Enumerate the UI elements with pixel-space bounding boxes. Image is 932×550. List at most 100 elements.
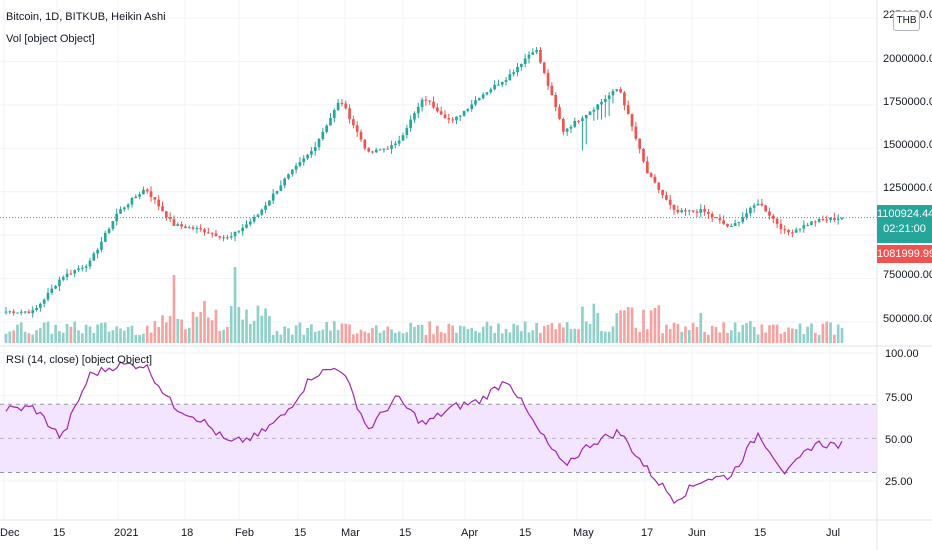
candle-body [413,113,416,120]
price-tick-label: 750000.00 [883,269,932,281]
candle-body [760,203,764,206]
volume-bar [432,334,435,343]
candle-body [821,219,825,221]
candle-body [409,119,412,129]
candle-body [206,232,210,234]
volume-bar [672,322,676,343]
candle-body [695,211,699,213]
candle-body [584,114,588,119]
volume-bar [58,331,61,343]
volume-bar [451,325,454,343]
volume-bar [584,321,588,343]
volume-bar [485,321,489,343]
candle-body [382,148,386,150]
candle-body [84,266,88,268]
candle-body [661,189,664,196]
volume-bar [203,301,206,343]
volume-bar [752,326,756,343]
price-scale[interactable]: 2250000.00 2000000.00 1750000.00 1500000… [883,9,932,325]
volume-bar [348,324,351,343]
volume-bar [187,327,191,343]
volume-bar [634,327,638,343]
candle-body [420,99,424,107]
candle-body [184,226,187,229]
volume-bar [310,324,313,343]
volume-bar [332,321,336,343]
volume-bar [592,303,596,343]
candle-body [390,145,393,149]
candle-body [424,99,428,101]
volume-bar [382,330,386,343]
volume-bar [88,326,92,343]
volume-bar [12,330,15,343]
candle-body [722,220,725,224]
candle-body [771,215,775,219]
candle-body [588,111,592,115]
volume-bar [527,332,531,343]
candle-body [321,131,325,139]
volume-bar [573,328,577,343]
volume-bar [458,325,462,343]
price-tick-label: 500000.00 [883,313,932,325]
candle-body [672,204,676,210]
rsi-tick-label: 50.00 [885,434,913,446]
volume-legend[interactable]: Vol [object Object] [6,33,95,45]
candle-body [680,210,684,213]
candle-body [19,311,23,313]
candle-body [65,273,69,278]
candle-body [378,149,382,151]
volume-bar [313,331,317,343]
candle-body [676,209,680,213]
candle-body [50,288,54,293]
volume-bar [191,312,195,343]
candle-body [626,105,630,114]
candle-body [512,72,516,75]
volume-bar [229,306,233,343]
candle-body [119,209,122,214]
volume-bar [470,327,474,343]
time-axis[interactable]: Dec 15 2021 18 Feb 15 Mar 15 Apr 15 May … [0,527,840,539]
candle-body [436,107,439,112]
volume-bar [401,333,405,343]
candle-body [478,98,481,101]
rsi-legend[interactable]: RSI (14, close) [object Object] [6,354,153,366]
candle-body [69,273,73,275]
volume-bar [687,330,691,343]
rsi-scale[interactable]: 100.00 75.00 50.00 25.00 [885,348,919,488]
volume-bar [668,328,672,343]
volume-bar [680,331,684,343]
candle-body [35,307,38,311]
candle-body [508,74,512,81]
candle-body [157,199,161,207]
candle-body [562,118,565,132]
volume-bar [42,322,46,343]
candle-body [592,109,596,112]
candle-body [352,119,355,126]
candle-body [833,217,836,220]
volume-bar [367,332,370,343]
candle-body [4,311,8,313]
volume-bar [489,325,493,343]
candle-body [287,174,290,179]
candle-body [145,189,149,192]
chart-title[interactable]: Bitcoin, 1D, BITKUB, Heikin Ashi [6,11,166,23]
last-price-tag: 1100924.44 02:21:00 [877,205,932,243]
volume-bar [436,325,439,343]
time-tick-label: Jun [688,527,706,539]
candle-body [603,99,607,102]
candle-body [23,311,27,313]
candle-body [199,228,203,230]
volume-bar [523,321,527,343]
currency-badge[interactable]: THB [893,11,920,31]
volume-bar [642,309,645,343]
candle-body [470,104,474,109]
volume-bar [520,331,523,343]
volume-bar [821,323,825,343]
volume-bar [707,334,710,343]
time-tick-label: Dec [0,527,20,539]
candle-body [493,84,496,90]
candle-body [451,119,454,121]
volume-bar [4,333,8,343]
time-tick-label: 15 [294,527,306,539]
